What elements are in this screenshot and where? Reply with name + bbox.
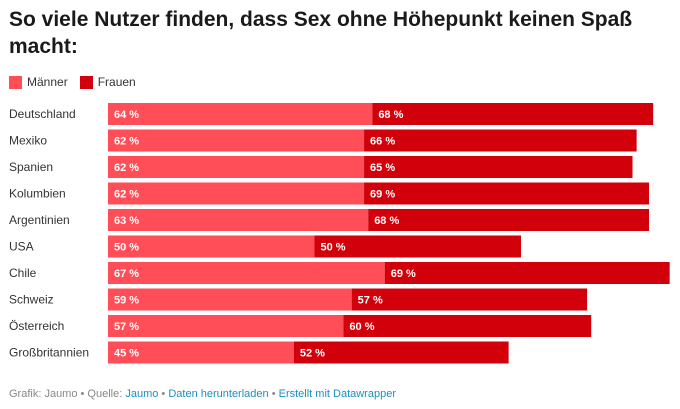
value-label-frauen-usa: 50 % (321, 242, 346, 254)
value-label-maenner-deutschland: 64 % (114, 109, 139, 121)
value-label-maenner-kolumbien: 62 % (114, 189, 139, 201)
value-label-maenner-mexiko: 62 % (114, 136, 139, 148)
bar-maenner-österreich (108, 315, 344, 337)
bar-frauen-schweiz (351, 288, 588, 311)
legend-swatch-frauen (79, 75, 93, 89)
bar-frauen-argentinien (368, 209, 650, 231)
value-label-maenner-argentinien: 63 % (114, 215, 139, 227)
chart-title: So viele Nutzer finden, dass Sex ohne Hö… (9, 8, 633, 58)
bar-maenner-schweiz (108, 288, 352, 311)
footer-separator: • (158, 388, 169, 400)
value-label-maenner-usa: 50 % (114, 242, 139, 254)
value-label-frauen-deutschland: 68 % (378, 109, 403, 121)
legend-label-frauen: Frauen (97, 75, 136, 89)
value-label-frauen-österreich: 60 % (349, 321, 374, 333)
legend-item-maenner: Männer (9, 75, 68, 89)
bar-frauen-spanien (364, 156, 633, 178)
value-label-frauen-mexiko: 66 % (370, 136, 395, 148)
category-label-kolumbien: Kolumbien (9, 187, 66, 201)
value-label-maenner-spanien: 62 % (114, 162, 139, 174)
footer-credit: Grafik: Jaumo • Quelle: (9, 388, 126, 400)
download-data-link[interactable]: Daten herunterladen (168, 388, 269, 400)
bar-maenner-deutschland (108, 103, 373, 125)
datawrapper-link[interactable]: Erstellt mit Datawrapper (278, 388, 396, 400)
source-link[interactable]: Jaumo (125, 388, 159, 400)
bar-maenner-großbritannien (108, 341, 294, 364)
bar-chart: Deutschland 64 % 68 % Mexiko 62 % 66 % Spanien… (9, 103, 670, 364)
bar-frauen-usa (314, 235, 521, 258)
value-label-maenner-schweiz: 59 % (114, 295, 139, 307)
bar-frauen-chile (384, 262, 670, 284)
value-label-frauen-schweiz: 57 % (358, 295, 383, 307)
legend-swatch-maenner (9, 75, 22, 89)
bar-frauen-großbritannien (293, 341, 509, 364)
bar-maenner-argentinien (108, 209, 369, 231)
value-label-maenner-chile: 67 % (114, 268, 139, 280)
value-label-maenner-großbritannien: 45 % (114, 348, 139, 360)
category-label-großbritannien: Großbritannien (9, 346, 89, 360)
legend: Männer Frauen (9, 75, 148, 89)
value-label-frauen-kolumbien: 69 % (370, 189, 395, 201)
footer-separator: • (268, 388, 279, 400)
footer: Grafik: Jaumo • Quelle: Jaumo • Daten he… (9, 388, 396, 400)
bar-maenner-kolumbien (108, 182, 365, 205)
bar-maenner-usa (108, 235, 315, 258)
bar-maenner-spanien (108, 156, 365, 178)
legend-item-frauen: Frauen (79, 75, 136, 89)
category-label-chile: Chile (9, 266, 37, 280)
category-label-argentinien: Argentinien (9, 213, 70, 227)
value-label-maenner-österreich: 57 % (114, 321, 139, 333)
bar-frauen-deutschland (372, 103, 654, 125)
category-label-usa: USA (9, 240, 34, 254)
legend-label-maenner: Männer (27, 75, 68, 89)
category-label-spanien: Spanien (9, 160, 53, 174)
category-label-schweiz: Schweiz (9, 293, 54, 307)
bar-frauen-österreich (343, 315, 592, 337)
bar-frauen-mexiko (364, 129, 637, 152)
value-label-frauen-chile: 69 % (391, 268, 416, 280)
bar-maenner-chile (108, 262, 385, 284)
value-label-frauen-großbritannien: 52 % (300, 348, 325, 360)
bar-frauen-kolumbien (364, 182, 650, 205)
value-label-frauen-argentinien: 68 % (374, 215, 399, 227)
category-label-deutschland: Deutschland (9, 107, 76, 121)
category-label-österreich: Österreich (9, 319, 64, 333)
category-label-mexiko: Mexiko (9, 134, 47, 148)
bar-maenner-mexiko (108, 129, 365, 152)
value-label-frauen-spanien: 65 % (370, 162, 395, 174)
